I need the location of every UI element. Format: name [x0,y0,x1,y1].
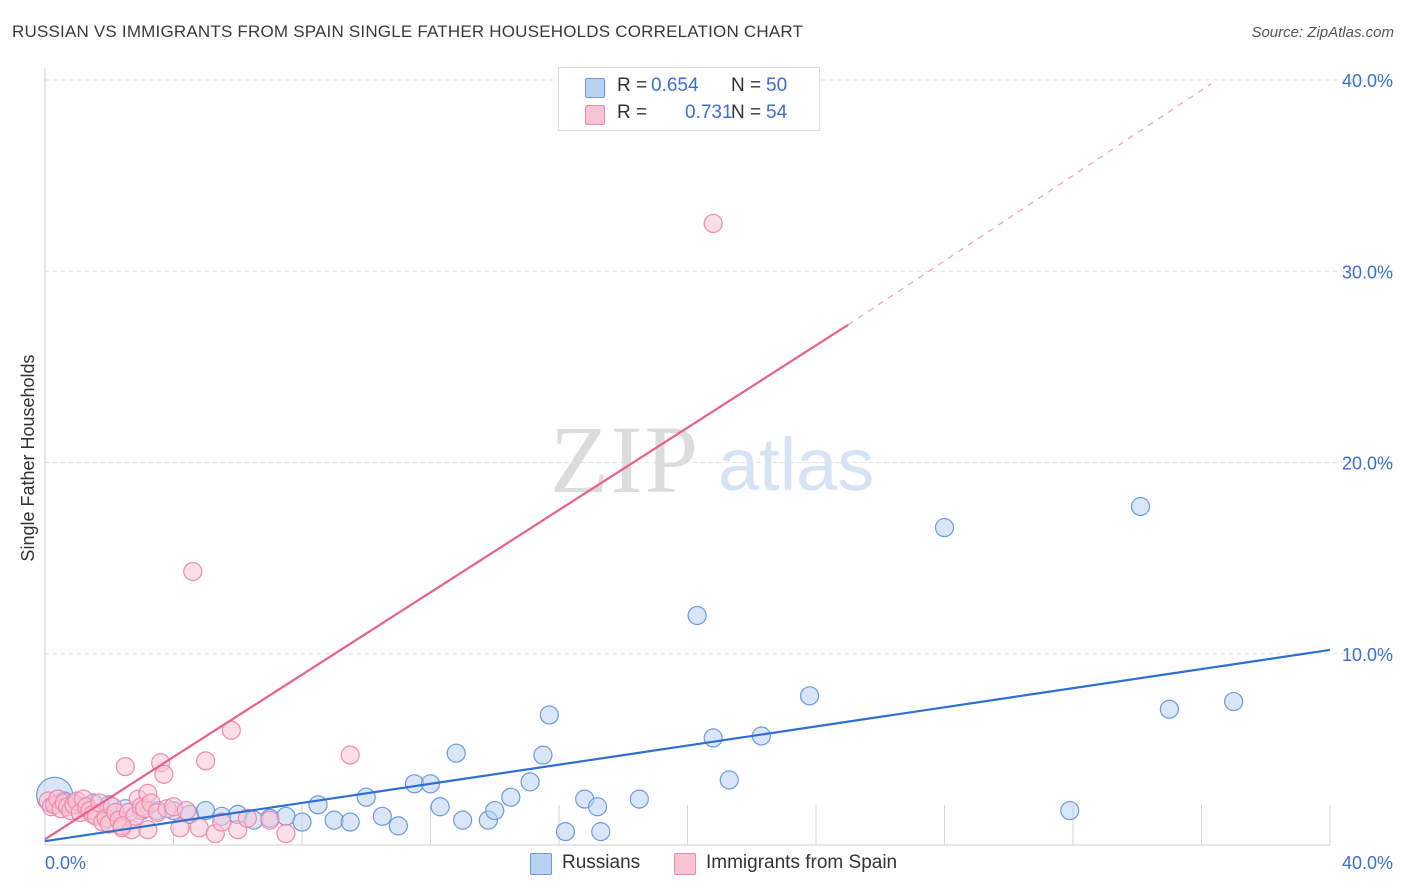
data-point [533,745,553,765]
legend-r-value-spain: 0.731 [685,102,733,123]
data-point [703,213,723,234]
data-points [36,213,1244,844]
data-point [154,764,174,784]
trend-extension-spain [847,83,1212,326]
legend-r-value-russians: 0.654 [651,75,699,96]
data-point [237,808,257,828]
data-point [276,806,296,826]
data-point [340,812,360,832]
data-point [799,686,820,706]
data-point [221,720,241,740]
data-point [446,743,466,763]
data-point [404,774,425,794]
data-point [485,800,505,821]
bottom-legend-swatch-russians [530,853,552,875]
data-point [276,823,296,844]
y-tick-label: 40.0% [1342,71,1393,91]
legend-swatch-russians [585,78,605,98]
data-point [587,797,608,817]
data-point [539,705,559,725]
data-point [703,728,723,748]
chart-title: RUSSIAN VS IMMIGRANTS FROM SPAIN SINGLE … [12,22,804,41]
legend-r-label: R = [617,102,648,123]
data-point [1224,691,1244,712]
series-spain-points [38,213,723,844]
data-point [1130,496,1151,517]
y-tick-label: 30.0% [1342,262,1393,282]
data-point [189,818,209,838]
data-point [115,756,135,777]
bottom-legend-label-spain: Immigrants from Spain [706,852,898,873]
data-point [260,810,280,830]
data-point [170,818,190,838]
legend-n-label: N = [731,75,762,96]
y-axis-label: Single Father Households [18,354,38,561]
data-point [430,797,450,817]
axes [44,68,1331,846]
data-point [520,772,540,792]
x-tick-label: 40.0% [1342,853,1393,873]
bottom-legend-label-russians: Russians [562,852,641,873]
data-point [1159,699,1179,719]
trend-line-russians [44,648,1331,843]
grid-lines [45,79,1393,655]
x-tick-label: 0.0% [45,853,86,873]
data-point [1060,800,1080,821]
data-point [356,787,376,807]
y-tick-label: 20.0% [1342,454,1393,474]
data-point [138,820,158,840]
data-point [555,822,576,842]
watermark-atlas: atlas [718,423,874,506]
legend-swatch-spain [585,105,605,125]
watermark: ZIP atlas [550,406,874,513]
bottom-legend-swatch-spain [674,853,696,875]
correlation-legend: R = 0.654 N = 50 R = 0.731 N = 54 [558,67,820,131]
data-point [183,561,203,582]
watermark-zip: ZIP [550,406,700,513]
data-point [340,745,360,765]
legend-n-value-spain: 54 [766,102,788,123]
y-tick-label: 10.0% [1342,645,1393,665]
data-point [453,810,473,830]
data-point [591,822,611,842]
series-russians-points [36,496,1244,842]
trend-lines [44,83,1331,843]
data-point [292,812,312,832]
data-point [212,812,232,832]
legend-r-label: R = [617,75,648,96]
data-point [112,816,132,836]
source-label: Source: ZipAtlas.com [1251,24,1394,41]
data-point [176,800,196,821]
trend-line-spain [44,323,849,841]
axis-labels: 10.0% 20.0% 30.0% 40.0% 0.0% 40.0% Single Fath… [18,71,1393,873]
data-point [372,806,392,826]
data-point [501,787,521,807]
data-point [629,789,649,809]
data-point [719,770,739,790]
data-point [324,810,344,830]
data-point [934,517,955,538]
legend-n-value-russians: 50 [766,75,788,96]
data-point [687,605,707,626]
data-point [388,816,408,836]
data-point [196,751,216,771]
legend-n-label: N = [731,102,762,123]
